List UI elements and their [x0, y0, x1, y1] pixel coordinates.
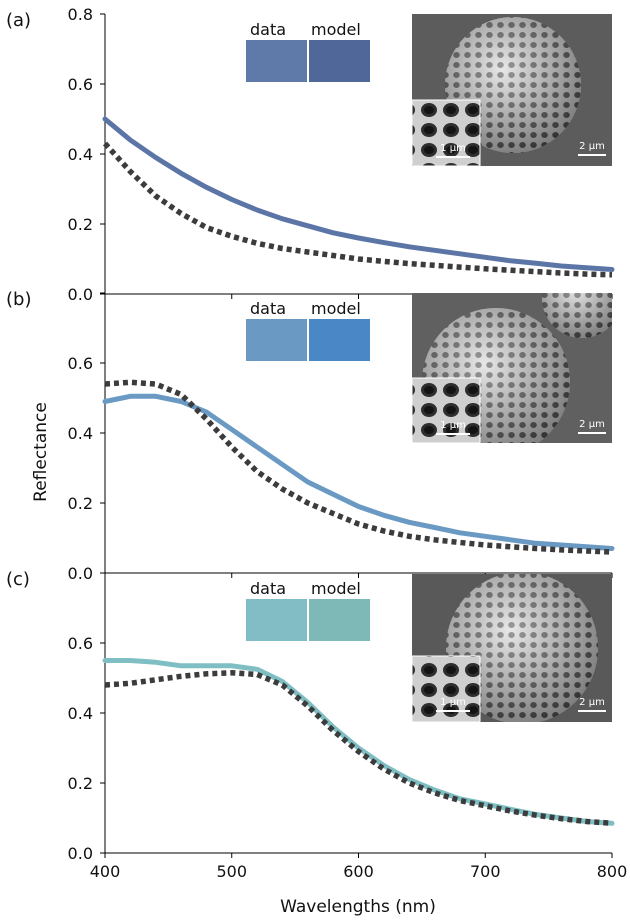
y-tick-label: 0.2 — [68, 774, 93, 793]
y-tick-label: 0.0 — [68, 564, 93, 583]
data-swatch-label: data — [250, 20, 286, 39]
y-tick-label: 0.0 — [68, 844, 93, 863]
data-swatch-label: data — [250, 299, 286, 318]
model-color-swatch — [309, 599, 370, 641]
data-color-swatch — [246, 319, 307, 361]
scale-bar-label-main: 2 μm — [579, 141, 605, 152]
model-series-line — [104, 670, 613, 827]
x-tick-label: 500 — [216, 862, 247, 881]
panel-label: (a) — [6, 10, 31, 31]
scale-bar-label-main: 2 μm — [579, 419, 605, 430]
y-axis-label: Reflectance — [31, 402, 51, 502]
y-tick-label: 0.6 — [68, 75, 93, 94]
x-tick-label: 600 — [343, 862, 374, 881]
data-color-swatch — [246, 599, 307, 641]
panel-a: 0.0 0.2 0.4 0.6 0.8 (a) data model — [6, 5, 615, 304]
y-tick-label: 0.0 — [68, 285, 93, 304]
x-tick-label: 400 — [90, 862, 121, 881]
sem-image-b: 2 μm 1 μm — [411, 293, 612, 444]
x-tick-label: 700 — [470, 862, 501, 881]
panel-label: (c) — [6, 569, 30, 590]
model-series-line — [104, 379, 613, 555]
model-swatch-label: model — [311, 579, 361, 598]
x-tick-label: 800 — [597, 862, 628, 881]
y-tick-label: 0.6 — [68, 354, 93, 373]
y-tick-label: 0.4 — [68, 704, 93, 723]
y-tick-label: 0.6 — [68, 634, 93, 653]
panel-c: 0.0 0.2 0.4 0.6 400 500 600 700 800 (c) data model — [6, 569, 627, 881]
sem-image-c: 2 μm 1 μm — [411, 574, 612, 723]
y-tick-label: 0.4 — [68, 424, 93, 443]
x-axis-label: Wavelengths (nm) — [280, 897, 436, 917]
scale-bar-label-zoom: 1 μm — [440, 420, 466, 431]
model-series-line — [102, 141, 613, 278]
sem-image-a: 2 μm 1 μm — [411, 14, 612, 167]
y-tick-label: 0.2 — [68, 215, 93, 234]
scale-bar-label-main: 2 μm — [579, 697, 605, 708]
y-tick-label: 0.8 — [68, 5, 93, 24]
scale-bar-label-zoom: 1 μm — [440, 697, 466, 708]
data-series-line — [102, 116, 615, 272]
model-color-swatch — [309, 40, 370, 82]
data-color-swatch — [246, 40, 307, 82]
model-swatch-label: model — [311, 20, 361, 39]
scale-bar-label-zoom: 1 μm — [440, 143, 466, 154]
model-color-swatch — [309, 319, 370, 361]
model-swatch-label: model — [311, 299, 361, 318]
y-tick-label: 0.4 — [68, 145, 93, 164]
panel-label: (b) — [6, 289, 31, 310]
panel-b: 0.0 0.2 0.4 0.6 (b) data model — [6, 289, 615, 583]
y-tick-label: 0.2 — [68, 494, 93, 513]
data-swatch-label: data — [250, 579, 286, 598]
